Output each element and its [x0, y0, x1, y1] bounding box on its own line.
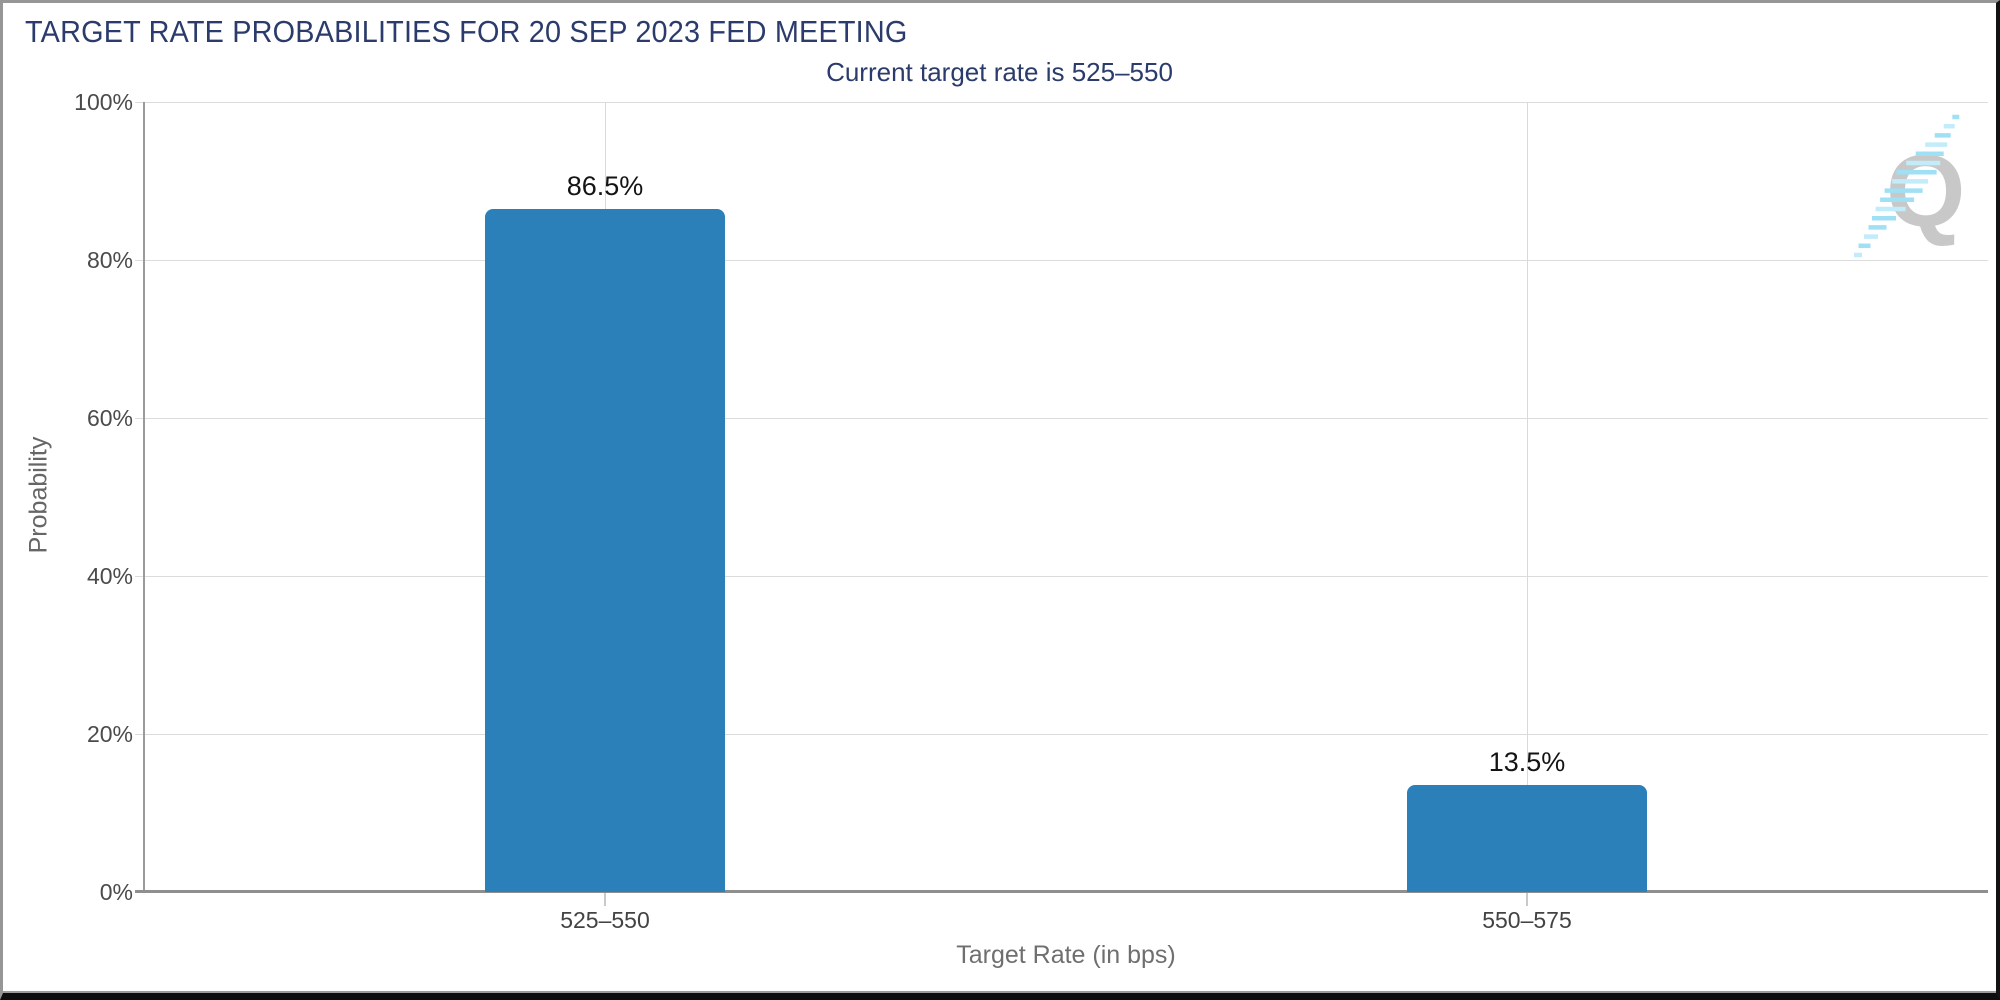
x-tick-mark — [1526, 893, 1528, 906]
x-axis-line — [135, 890, 1988, 893]
bar-value-label: 86.5% — [566, 170, 644, 201]
y-axis-line — [143, 102, 145, 892]
speed-lines-icon — [1854, 114, 1960, 258]
x-tick-label: 550–575 — [1482, 907, 1572, 933]
y-tick-label: 100% — [74, 89, 133, 115]
gridline-v — [1526, 102, 1528, 890]
chart-title: TARGET RATE PROBABILITIES FOR 20 SEP 202… — [25, 14, 908, 49]
gridline-h — [135, 733, 1988, 735]
x-tick-mark — [604, 893, 606, 906]
y-tick-label: 80% — [86, 247, 133, 273]
y-axis-title: Probability — [24, 436, 53, 554]
bar-value-label: 13.5% — [1488, 747, 1566, 778]
y-tick-label: 0% — [99, 879, 133, 905]
bar-525-550[interactable] — [485, 208, 725, 892]
y-tick-label: 20% — [86, 721, 133, 747]
bar-chart: TARGET RATE PROBABILITIES FOR 20 SEP 202… — [3, 3, 1996, 993]
y-tick-label: 40% — [86, 563, 133, 589]
chart-subtitle: Current target rate is 525–550 — [826, 57, 1173, 87]
gridline-h — [135, 575, 1988, 577]
x-tick-label: 525–550 — [560, 907, 650, 933]
quikstrike-watermark-icon: Q — [1854, 114, 1965, 258]
gridline-h — [135, 259, 1988, 261]
y-tick-label: 60% — [86, 405, 133, 431]
gridline-h — [135, 417, 1988, 419]
x-axis-title: Target Rate (in bps) — [956, 941, 1176, 969]
bar-550-575[interactable] — [1407, 785, 1647, 892]
gridline-h — [135, 101, 1988, 103]
